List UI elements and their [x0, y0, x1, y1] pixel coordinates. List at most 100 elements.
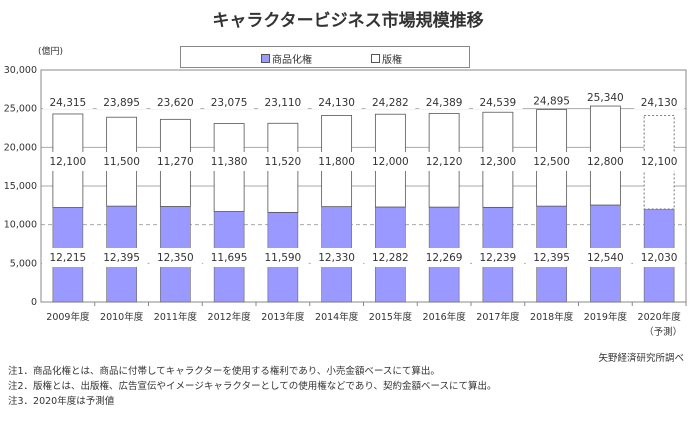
label-band [310, 248, 363, 267]
data-label-merchandising: 12,395 [533, 252, 570, 264]
data-label-total: 25,340 [587, 92, 624, 104]
x-tick-label: 2020年度 [638, 311, 682, 323]
data-label-merchandising: 12,395 [103, 252, 140, 264]
data-label-merchandising: 12,350 [157, 252, 194, 264]
label-band [525, 248, 578, 267]
source-credit: 矢野経済研究所調べ [598, 353, 684, 364]
data-label-total: 23,110 [265, 97, 302, 109]
data-label-license: 12,800 [587, 156, 624, 168]
data-label-total: 23,620 [157, 97, 194, 109]
label-band [204, 95, 254, 109]
data-label-license: 11,500 [103, 156, 140, 168]
label-band [203, 152, 255, 171]
data-label-license: 12,100 [50, 156, 87, 168]
data-label-license: 12,120 [426, 156, 463, 168]
y-tick-label: 0 [31, 297, 37, 308]
note-3: 注3．2020年度は予測値 [8, 396, 115, 407]
label-band [149, 248, 202, 267]
label-band [43, 95, 93, 109]
label-band [203, 248, 255, 267]
label-band [472, 248, 524, 267]
data-label-license: 12,300 [480, 156, 517, 168]
x-tick-label: 2016年度 [423, 311, 467, 323]
data-label-total: 24,130 [641, 97, 678, 109]
x-tick-label: 2013年度 [261, 311, 305, 323]
chart-title: キャラクタービジネス市場規模推移 [212, 11, 484, 31]
data-label-license: 12,100 [641, 156, 678, 168]
label-band [579, 248, 632, 267]
data-label-total: 24,315 [50, 97, 87, 109]
data-label-license: 11,800 [318, 156, 355, 168]
label-band [257, 248, 309, 267]
data-label-merchandising: 12,215 [50, 252, 87, 264]
label-band [364, 152, 417, 171]
label-band [95, 152, 148, 171]
x-tick-label: 2011年度 [154, 311, 198, 323]
label-band [150, 95, 201, 109]
label-band [364, 248, 417, 267]
label-band [472, 152, 524, 171]
legend-swatch [371, 54, 380, 63]
data-label-license: 12,500 [533, 156, 570, 168]
data-label-total: 24,539 [480, 97, 517, 109]
data-label-total: 24,389 [426, 97, 463, 109]
label-band [149, 152, 202, 171]
label-band [42, 248, 94, 267]
y-tick-label: 5,000 [10, 258, 37, 269]
label-band [526, 93, 577, 108]
data-label-merchandising: 12,282 [372, 252, 409, 264]
x-tick-label: 2012年度 [208, 311, 252, 323]
legend-item-license: 版権 [371, 51, 402, 66]
y-tick-label: 30,000 [4, 65, 37, 76]
x-tick-label: 2014年度 [315, 311, 359, 323]
y-tick-label: 10,000 [4, 220, 37, 231]
label-band [418, 248, 470, 267]
label-band [634, 95, 684, 109]
data-label-merchandising: 12,239 [480, 252, 517, 264]
notes: 注1．商品化権とは、商品に付帯してキャラクターを使用する権利であり、小売金額ベー… [8, 364, 497, 409]
legend: 商品化権 版権 [180, 46, 470, 68]
x-tick-label: 2009年度 [46, 311, 90, 323]
x-tick-label: 2017年度 [476, 311, 520, 323]
label-band [365, 95, 416, 109]
label-band [95, 248, 148, 267]
label-band [42, 152, 94, 171]
data-label-total: 23,895 [103, 97, 140, 109]
label-band [311, 95, 362, 109]
data-label-merchandising: 11,590 [265, 252, 302, 264]
label-band [580, 90, 631, 105]
label-band [633, 152, 685, 171]
label-band [473, 95, 523, 109]
legend-label: 商品化権 [272, 55, 312, 66]
label-band [579, 152, 632, 171]
data-label-total: 24,282 [372, 97, 409, 109]
x-tick-label: 2019年度 [584, 311, 628, 323]
data-label-license: 11,520 [265, 156, 302, 168]
legend-item-merchandising: 商品化権 [261, 51, 312, 66]
data-label-total: 23,075 [211, 97, 248, 109]
label-band [257, 152, 309, 171]
data-label-total: 24,130 [318, 97, 355, 109]
x-tick-label: 2015年度 [369, 311, 413, 323]
y-tick-label: 25,000 [4, 104, 37, 115]
label-band [418, 152, 470, 171]
data-label-license: 11,380 [211, 156, 248, 168]
x-tick-label: 2010年度 [100, 311, 144, 323]
data-label-license: 11,270 [157, 156, 194, 168]
y-tick-label: 15,000 [4, 181, 37, 192]
label-band [525, 152, 578, 171]
y-axis-unit: (億円) [38, 47, 64, 57]
data-label-license: 12,000 [372, 156, 409, 168]
data-label-total: 24,895 [533, 95, 570, 107]
data-label-merchandising: 12,540 [587, 252, 624, 264]
data-label-merchandising: 11,695 [211, 252, 248, 264]
y-tick-label: 20,000 [4, 142, 37, 153]
x-tick-note: （予測） [644, 326, 682, 338]
data-label-merchandising: 12,269 [426, 252, 463, 264]
label-band [258, 95, 308, 109]
data-label-merchandising: 12,330 [318, 252, 355, 264]
note-1: 注1．商品化権とは、商品に付帯してキャラクターを使用する権利であり、小売金額ベー… [8, 366, 440, 377]
label-band [96, 95, 147, 109]
